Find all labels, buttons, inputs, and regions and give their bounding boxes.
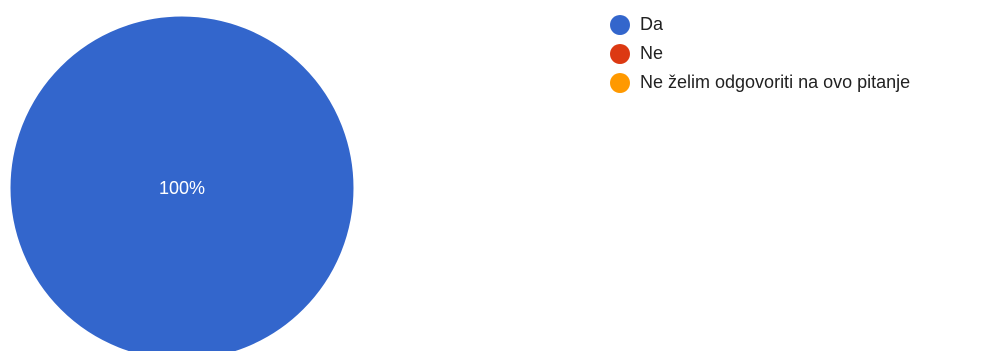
legend-item-ne[interactable]: Ne — [610, 39, 910, 68]
legend-label-no-answer: Ne želim odgovoriti na ovo pitanje — [640, 72, 911, 92]
legend-swatch-ne — [610, 43, 630, 64]
legend-swatch-da — [610, 14, 630, 35]
pie-plot-area: 100% — [9, 15, 355, 351]
slice-label-da: 100% — [159, 178, 205, 198]
legend-swatch-no-answer — [610, 72, 630, 93]
pie-slice-da[interactable] — [9, 15, 355, 351]
legend-item-da[interactable]: Da — [610, 10, 910, 39]
chart-legend: Da Ne Ne želim odgovoriti na ovo pitanje — [610, 10, 910, 97]
legend-label-da: Da — [640, 14, 664, 34]
legend-label-ne: Ne — [640, 43, 664, 63]
legend-item-no-answer[interactable]: Ne želim odgovoriti na ovo pitanje — [610, 68, 910, 97]
